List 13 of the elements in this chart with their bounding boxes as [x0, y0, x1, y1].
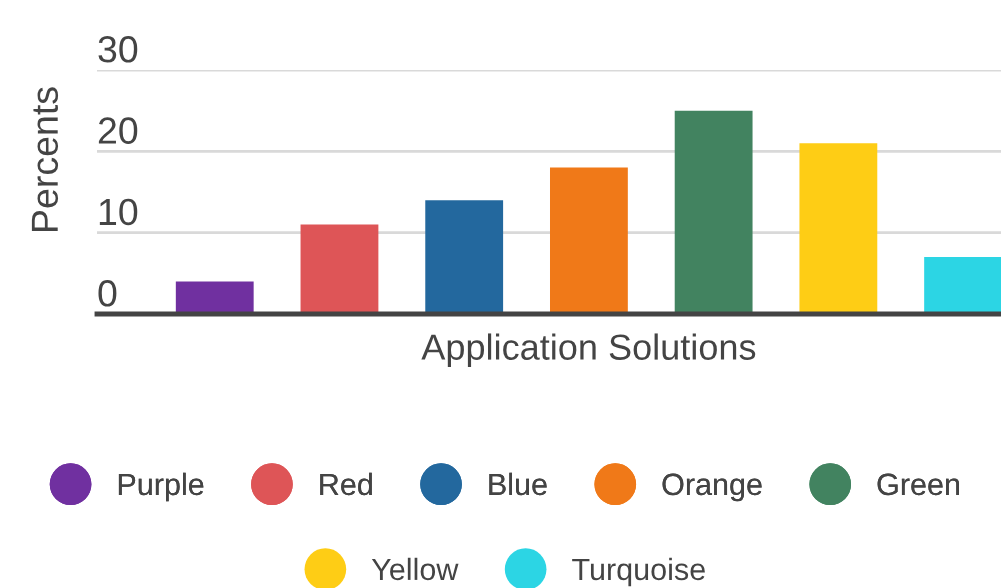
legend-label: Green	[877, 473, 959, 496]
x-tick-label: Application Solutions	[421, 333, 756, 368]
y-tick-label: 0	[98, 280, 117, 307]
legend-label: Turquoise	[572, 557, 705, 587]
legend-label: Red	[320, 472, 372, 496]
y-tick-label: 10	[99, 198, 138, 226]
y-tick-label: 20	[98, 117, 138, 144]
legend-label: Blue	[489, 472, 547, 496]
legend-label: Yellow	[371, 557, 459, 581]
legend-label: Purple	[118, 472, 204, 502]
legend-label: Orange	[662, 473, 762, 502]
y-tick-label: 30	[98, 36, 138, 63]
y-axis-title: Percents	[31, 87, 59, 231]
